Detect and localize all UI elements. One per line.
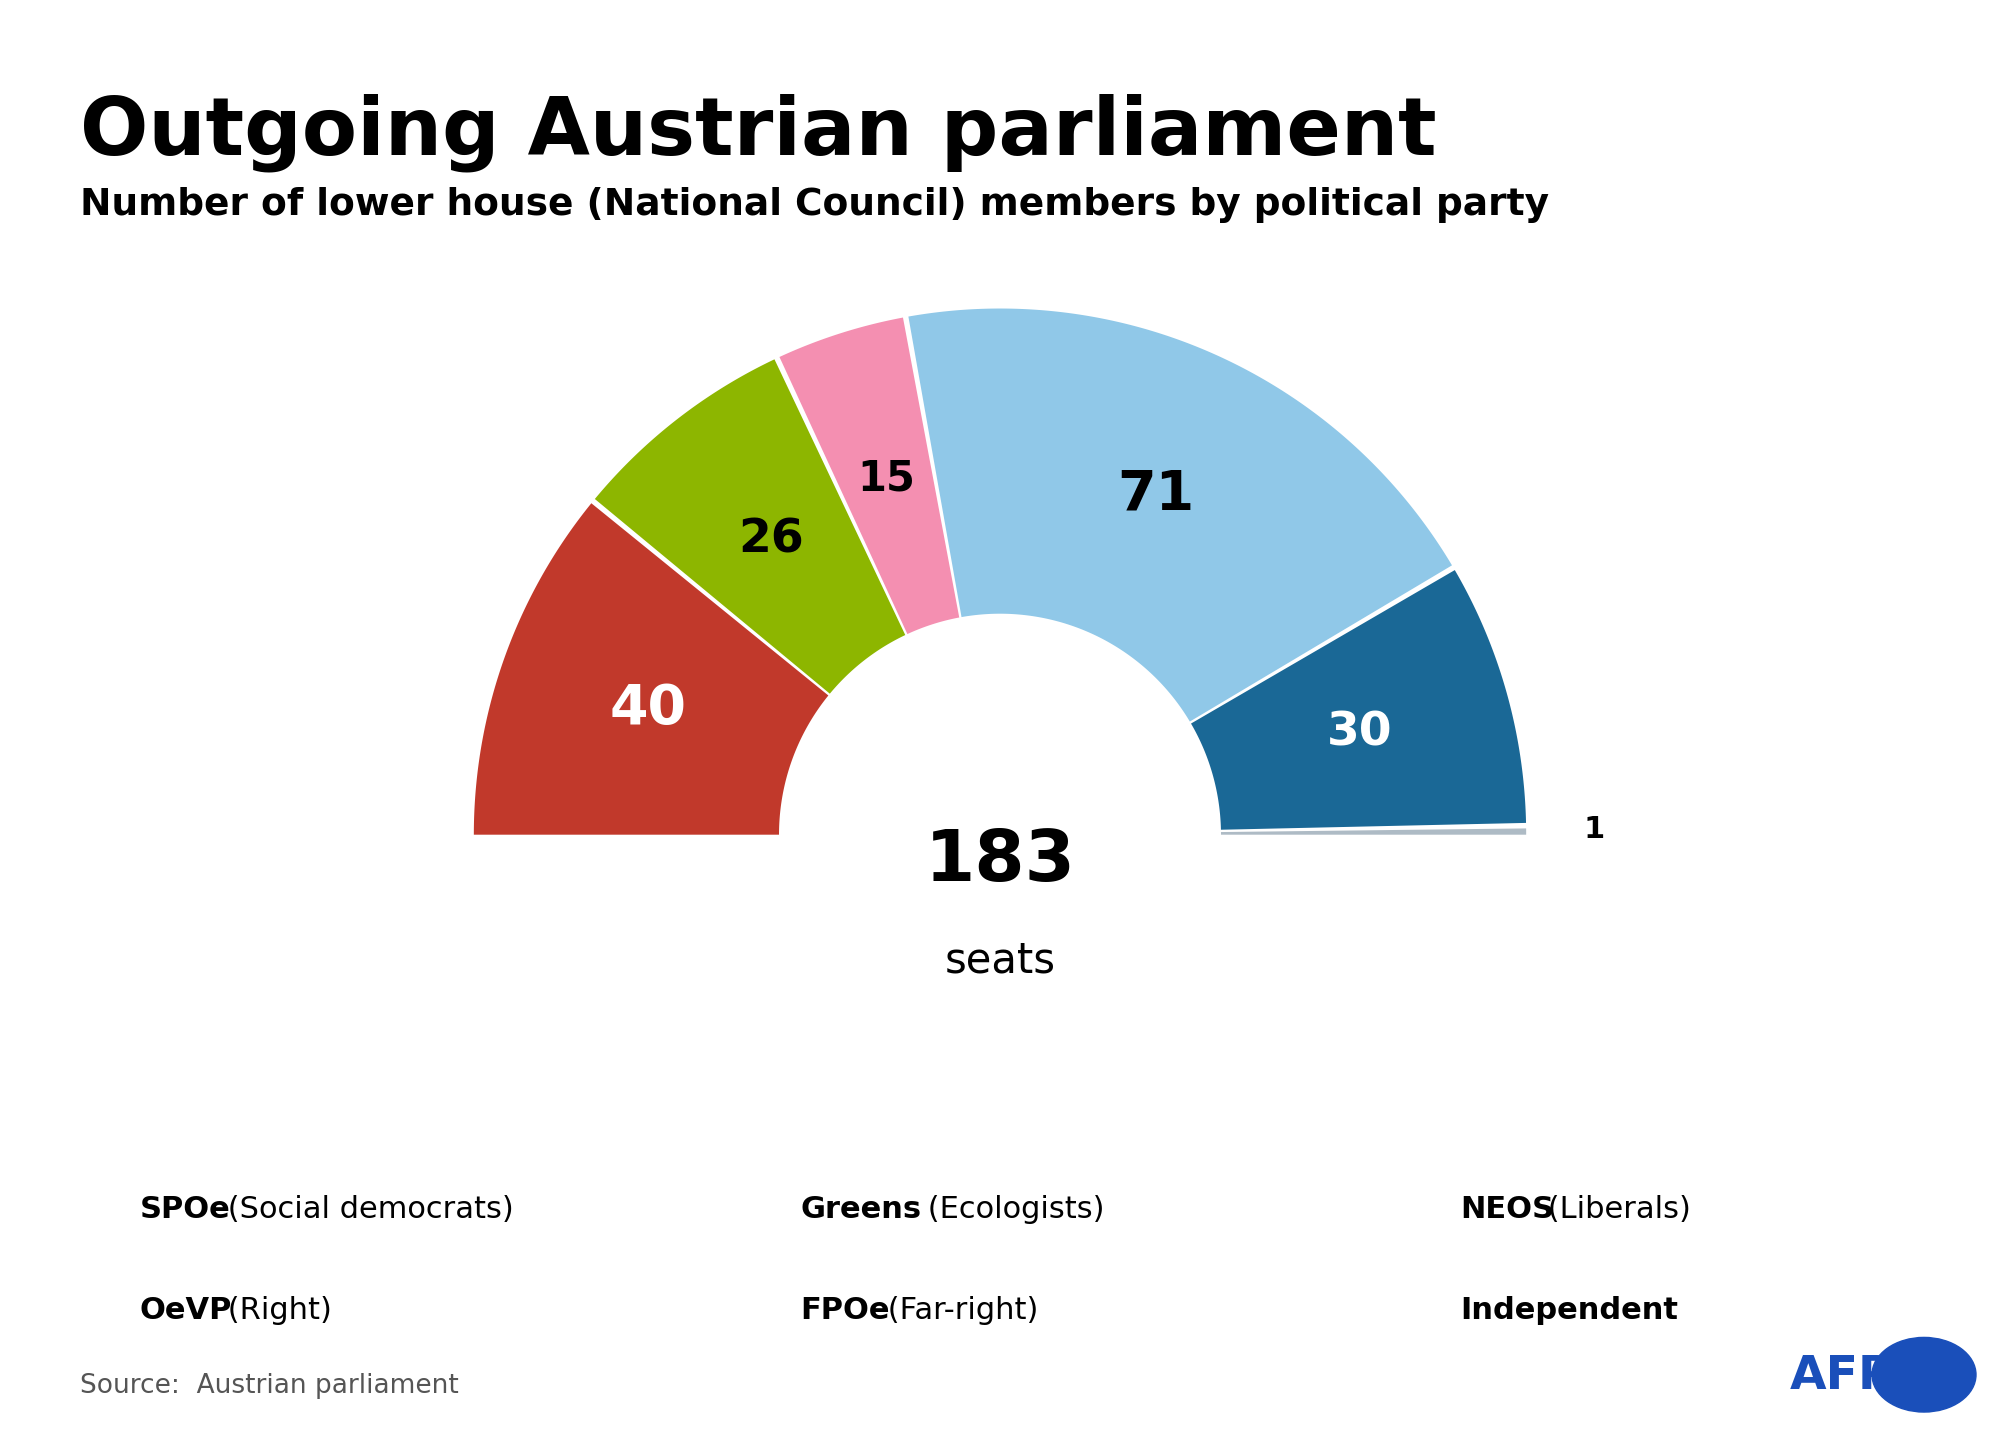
Text: 183: 183 [924,827,1076,895]
Text: 15: 15 [858,458,916,499]
Text: FPOe: FPOe [800,1296,890,1325]
Polygon shape [908,309,1452,722]
Text: SPOe: SPOe [140,1195,230,1224]
Text: 71: 71 [1116,468,1194,522]
Polygon shape [1192,570,1526,829]
Polygon shape [1220,828,1526,835]
Polygon shape [780,317,960,634]
Text: Number of lower house (National Council) members by political party: Number of lower house (National Council)… [80,187,1550,222]
Text: (Ecologists): (Ecologists) [918,1195,1104,1224]
Text: Source:  Austrian parliament: Source: Austrian parliament [80,1373,458,1399]
Text: (Far-right): (Far-right) [878,1296,1038,1325]
Text: AFP: AFP [1790,1355,1894,1399]
Text: NEOS: NEOS [1460,1195,1554,1224]
Text: Independent: Independent [1460,1296,1678,1325]
Text: 40: 40 [610,682,686,736]
Polygon shape [474,504,828,835]
Text: (Right): (Right) [218,1296,332,1325]
Text: 1: 1 [1584,815,1606,844]
Text: 30: 30 [1326,710,1392,756]
Text: 26: 26 [738,517,804,563]
Polygon shape [594,359,906,693]
Text: (Liberals): (Liberals) [1538,1195,1692,1224]
Text: seats: seats [944,940,1056,982]
Text: Outgoing Austrian parliament: Outgoing Austrian parliament [80,93,1436,172]
Text: Greens: Greens [800,1195,922,1224]
Text: (Social democrats): (Social democrats) [218,1195,514,1224]
Text: OeVP: OeVP [140,1296,232,1325]
